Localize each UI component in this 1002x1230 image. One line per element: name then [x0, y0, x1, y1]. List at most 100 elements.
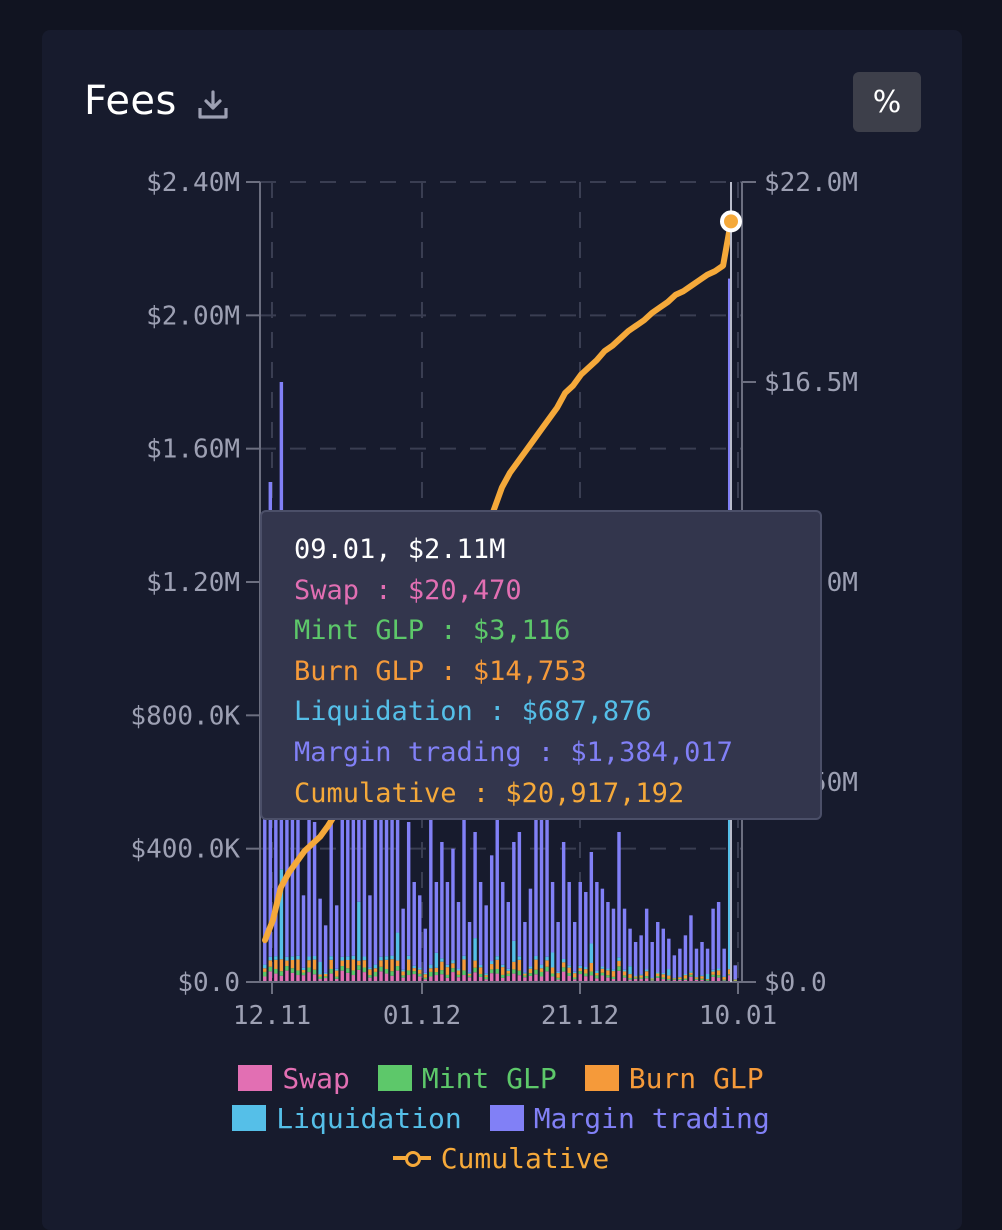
- bar-segment-mint-glp[interactable]: [451, 968, 454, 972]
- bar-segment-mint-glp[interactable]: [612, 977, 615, 979]
- bar-segment-mint-glp[interactable]: [302, 973, 305, 976]
- bar-segment-mint-glp[interactable]: [700, 979, 703, 980]
- bar-segment-margin-trading[interactable]: [496, 815, 499, 956]
- bar-segment-margin-trading[interactable]: [479, 882, 482, 965]
- bar-segment-mint-glp[interactable]: [296, 970, 299, 975]
- bar-segment-liquidation[interactable]: [291, 956, 294, 960]
- bar-segment-liquidation[interactable]: [706, 974, 709, 979]
- bar-segment-margin-trading[interactable]: [617, 832, 620, 957]
- bar-segment-mint-glp[interactable]: [623, 975, 626, 977]
- bar-segment-burn-glp[interactable]: [623, 971, 626, 975]
- bar-segment-mint-glp[interactable]: [379, 967, 382, 972]
- bar-segment-liquidation[interactable]: [656, 972, 659, 973]
- bar-segment-burn-glp[interactable]: [490, 964, 493, 969]
- legend-item-mint-glp[interactable]: Mint GLP: [378, 1062, 557, 1095]
- bar-segment-burn-glp[interactable]: [296, 959, 299, 970]
- bar-segment-swap[interactable]: [385, 974, 388, 982]
- bar-segment-margin-trading[interactable]: [573, 922, 576, 972]
- bar-segment-mint-glp[interactable]: [490, 969, 493, 973]
- bar-segment-liquidation[interactable]: [307, 957, 310, 961]
- bar-segment-margin-trading[interactable]: [473, 832, 476, 938]
- bar-segment-swap[interactable]: [302, 975, 305, 982]
- bar-segment-swap[interactable]: [352, 975, 355, 982]
- bar-segment-margin-trading[interactable]: [684, 935, 687, 974]
- bar-segment-liquidation[interactable]: [678, 976, 681, 977]
- bar-segment-swap[interactable]: [379, 971, 382, 982]
- bar-segment-mint-glp[interactable]: [274, 969, 277, 974]
- bar-segment-liquidation[interactable]: [584, 967, 587, 969]
- bar-segment-margin-trading[interactable]: [418, 895, 421, 967]
- bar-segment-mint-glp[interactable]: [368, 975, 371, 978]
- bar-segment-swap[interactable]: [518, 975, 521, 982]
- bar-segment-liquidation[interactable]: [639, 974, 642, 975]
- bar-segment-margin-trading[interactable]: [401, 909, 404, 970]
- bar-segment-burn-glp[interactable]: [518, 960, 521, 971]
- bar-segment-mint-glp[interactable]: [346, 968, 349, 973]
- bar-segment-burn-glp[interactable]: [396, 961, 399, 967]
- bar-segment-liquidation[interactable]: [446, 965, 449, 967]
- bar-segment-burn-glp[interactable]: [650, 978, 653, 979]
- bar-segment-liquidation[interactable]: [501, 965, 504, 967]
- bar-segment-margin-trading[interactable]: [462, 802, 465, 956]
- bar-segment-burn-glp[interactable]: [407, 959, 410, 970]
- bar-segment-liquidation[interactable]: [379, 957, 382, 961]
- bar-segment-burn-glp[interactable]: [551, 967, 554, 973]
- bar-segment-margin-trading[interactable]: [556, 922, 559, 972]
- bar-segment-margin-trading[interactable]: [551, 882, 554, 952]
- bar-segment-liquidation[interactable]: [673, 978, 676, 979]
- bar-segment-liquidation[interactable]: [424, 973, 427, 974]
- bar-segment-swap[interactable]: [274, 974, 277, 982]
- legend-item-cumulative[interactable]: Cumulative: [393, 1142, 610, 1175]
- bar-segment-margin-trading[interactable]: [678, 949, 681, 977]
- bar-segment-burn-glp[interactable]: [462, 959, 465, 970]
- bar-segment-margin-trading[interactable]: [612, 909, 615, 970]
- bar-segment-burn-glp[interactable]: [479, 967, 482, 974]
- bar-segment-burn-glp[interactable]: [673, 978, 676, 979]
- bar-segment-mint-glp[interactable]: [446, 975, 449, 978]
- bar-segment-liquidation[interactable]: [407, 956, 410, 960]
- bar-segment-burn-glp[interactable]: [567, 968, 570, 973]
- bar-segment-liquidation[interactable]: [313, 956, 316, 960]
- bar-segment-liquidation[interactable]: [401, 970, 404, 972]
- bar-segment-mint-glp[interactable]: [595, 975, 598, 978]
- bar-segment-liquidation[interactable]: [667, 969, 670, 976]
- bar-segment-liquidation[interactable]: [562, 959, 565, 962]
- bar-segment-mint-glp[interactable]: [551, 973, 554, 976]
- bar-segment-liquidation[interactable]: [545, 957, 548, 961]
- bar-segment-mint-glp[interactable]: [263, 972, 266, 977]
- legend-item-margin-trading[interactable]: Margin trading: [490, 1102, 770, 1135]
- bar-segment-burn-glp[interactable]: [595, 973, 598, 975]
- bar-segment-mint-glp[interactable]: [529, 973, 532, 976]
- bar-segment-margin-trading[interactable]: [324, 925, 327, 972]
- bar-segment-liquidation[interactable]: [363, 957, 366, 961]
- bar-segment-liquidation[interactable]: [595, 971, 598, 973]
- bar-segment-liquidation[interactable]: [296, 956, 299, 960]
- bar-segment-liquidation[interactable]: [650, 977, 653, 978]
- bar-segment-swap[interactable]: [291, 973, 294, 982]
- bar-segment-mint-glp[interactable]: [313, 970, 316, 975]
- bar-segment-swap[interactable]: [440, 974, 443, 982]
- bar-segment-margin-trading[interactable]: [435, 882, 438, 953]
- bar-segment-mint-glp[interactable]: [385, 969, 388, 974]
- bar-segment-margin-trading[interactable]: [628, 929, 631, 966]
- bar-segment-liquidation[interactable]: [429, 965, 432, 969]
- bar-segment-burn-glp[interactable]: [512, 962, 515, 970]
- bar-segment-mint-glp[interactable]: [496, 969, 499, 974]
- bar-segment-margin-trading[interactable]: [523, 922, 526, 972]
- bar-segment-burn-glp[interactable]: [689, 973, 692, 975]
- bar-segment-mint-glp[interactable]: [606, 975, 609, 977]
- bar-segment-liquidation[interactable]: [374, 965, 377, 969]
- bar-segment-burn-glp[interactable]: [678, 977, 681, 979]
- bar-segment-mint-glp[interactable]: [689, 975, 692, 977]
- bar-segment-margin-trading[interactable]: [518, 832, 521, 956]
- bar-segment-mint-glp[interactable]: [628, 978, 631, 980]
- bar-segment-mint-glp[interactable]: [584, 973, 587, 976]
- bar-segment-margin-trading[interactable]: [407, 822, 410, 956]
- bar-segment-burn-glp[interactable]: [440, 962, 443, 970]
- bar-segment-liquidation[interactable]: [484, 973, 487, 975]
- bar-segment-mint-glp[interactable]: [484, 977, 487, 979]
- bar-segment-liquidation[interactable]: [473, 938, 476, 961]
- bar-segment-liquidation[interactable]: [457, 969, 460, 971]
- bar-segment-mint-glp[interactable]: [280, 971, 283, 976]
- bar-segment-liquidation[interactable]: [263, 965, 266, 969]
